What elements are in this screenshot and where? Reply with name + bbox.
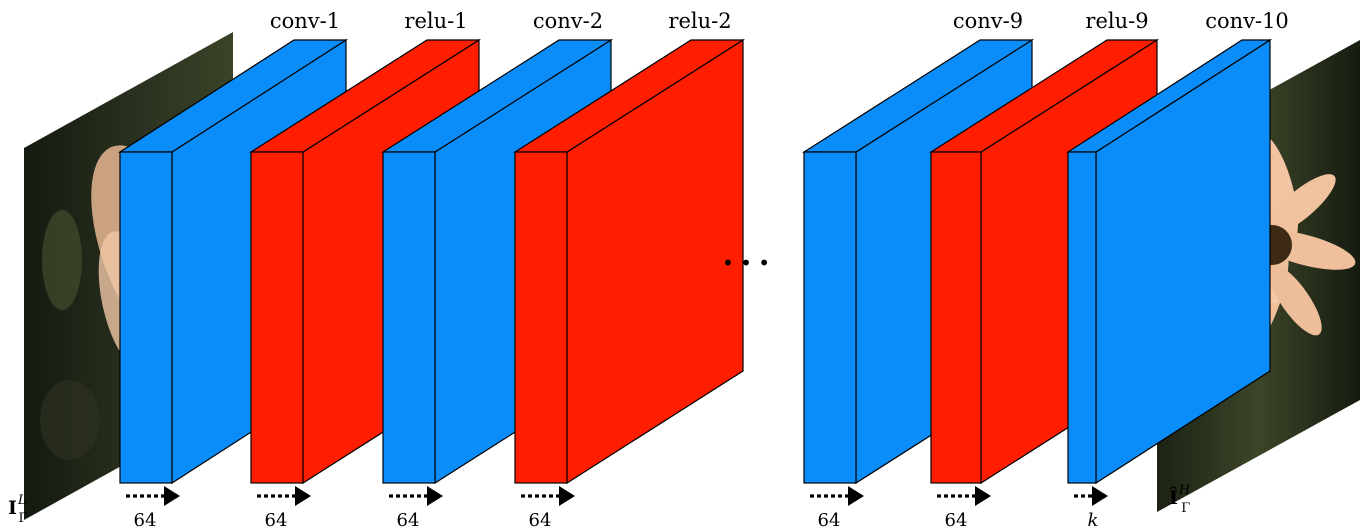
- layer-relu-2: relu-2 64: [512, 9, 746, 531]
- channel-count-label: 64: [529, 510, 552, 531]
- channel-count-label: 64: [397, 510, 420, 531]
- layer-label: relu-1: [404, 9, 467, 33]
- input-subscript: Γ: [19, 511, 28, 526]
- layer-front-face: [119, 151, 173, 484]
- layer-label: conv-10: [1205, 9, 1289, 33]
- output-superscript: H: [1178, 483, 1191, 498]
- arrowhead-icon: [164, 486, 180, 506]
- arrowhead-icon: [848, 486, 864, 506]
- arrowhead-icon: [975, 486, 991, 506]
- layer-front-face: [930, 151, 982, 484]
- layer-label: conv-2: [533, 9, 603, 33]
- layer-label: conv-1: [270, 9, 340, 33]
- layer-front-face: [250, 151, 304, 484]
- layer-stack: conv-1 64 relu-1 64 conv-2 64 relu-2 64 conv-9 64…: [117, 9, 1289, 531]
- layer-conv-10: conv-10 k: [1065, 9, 1289, 531]
- layer-label: relu-9: [1085, 9, 1148, 33]
- arrowhead-icon: [559, 486, 575, 506]
- input-superscript: L: [17, 493, 27, 508]
- channel-count-label: k: [1088, 510, 1099, 531]
- ellipsis: • • •: [722, 251, 770, 275]
- arrowhead-icon: [1092, 486, 1108, 506]
- input-symbol: I: [8, 497, 17, 519]
- output-subscript: Γ: [1181, 501, 1190, 516]
- layer-label: relu-2: [668, 9, 731, 33]
- layer-front-face: [1067, 151, 1097, 484]
- channel-count-label: 64: [945, 510, 968, 531]
- layer-front-face: [382, 151, 436, 484]
- arrowhead-icon: [427, 486, 443, 506]
- arrowhead-icon: [295, 486, 311, 506]
- layer-front-face: [803, 151, 857, 484]
- layer-front-face: [514, 151, 568, 484]
- layer-label: conv-9: [953, 9, 1023, 33]
- output-symbol: Î: [1169, 486, 1178, 509]
- output-label: ÎH Γ: [1169, 483, 1191, 516]
- input-label: IL Γ: [8, 493, 28, 526]
- channel-count-label: 64: [134, 510, 157, 531]
- channel-count-label: 64: [265, 510, 288, 531]
- channel-count-label: 64: [818, 510, 841, 531]
